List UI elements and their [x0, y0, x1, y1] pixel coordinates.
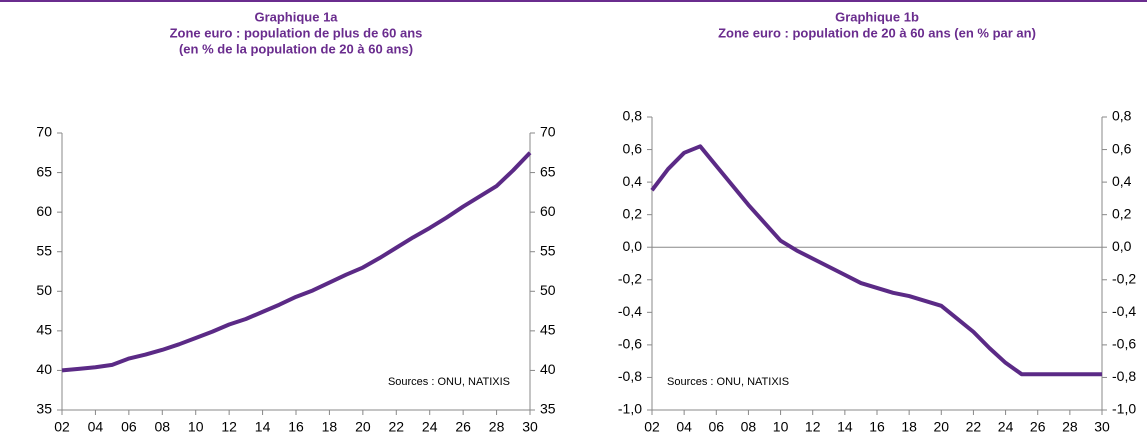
- x-tick-label: 20: [355, 419, 371, 435]
- x-tick-label: 10: [188, 419, 204, 435]
- y2-tick-label: 35: [540, 401, 556, 417]
- x-tick-label: 16: [869, 419, 885, 435]
- y2-tick-label: -0,2: [1112, 270, 1136, 286]
- x-tick-label: 24: [422, 419, 438, 435]
- chart-subtitle: Zone euro : population de 20 à 60 ans (e…: [718, 25, 1036, 40]
- y2-tick-label: 40: [540, 361, 556, 377]
- y-tick-label: 40: [36, 361, 52, 377]
- y2-tick-label: 55: [540, 242, 556, 258]
- x-tick-label: 30: [1094, 419, 1110, 435]
- y-tick-label: -1,0: [618, 401, 642, 417]
- chart-title: Graphique 1b: [835, 9, 919, 24]
- y-tick-label: 0,4: [623, 173, 643, 189]
- y2-tick-label: -1,0: [1112, 401, 1136, 417]
- y2-tick-label: -0,4: [1112, 303, 1136, 319]
- y2-tick-label: 0,4: [1112, 173, 1132, 189]
- y2-tick-label: 0,6: [1112, 140, 1132, 156]
- y-tick-label: 0,8: [623, 108, 643, 124]
- y-tick-label: 55: [36, 242, 52, 258]
- y2-tick-label: 0,8: [1112, 108, 1132, 124]
- y-tick-label: -0,8: [618, 368, 642, 384]
- y-tick-label: 65: [36, 163, 52, 179]
- x-tick-label: 14: [255, 419, 271, 435]
- x-tick-label: 18: [322, 419, 338, 435]
- y-tick-label: -0,2: [618, 270, 642, 286]
- x-tick-label: 02: [54, 419, 70, 435]
- y2-tick-label: 60: [540, 203, 556, 219]
- y2-tick-label: 70: [540, 124, 556, 140]
- x-tick-label: 02: [644, 419, 660, 435]
- y2-tick-label: -0,6: [1112, 336, 1136, 352]
- y-tick-label: -0,6: [618, 336, 642, 352]
- data-line: [650, 144, 1102, 377]
- y-tick-label: 0,2: [623, 205, 643, 221]
- x-tick-label: 28: [489, 419, 505, 435]
- x-tick-label: 08: [741, 419, 757, 435]
- y2-tick-label: 65: [540, 163, 556, 179]
- y-tick-label: 70: [36, 124, 52, 140]
- x-tick-label: 18: [901, 419, 917, 435]
- x-tick-label: 26: [455, 419, 471, 435]
- x-tick-label: 04: [676, 419, 692, 435]
- x-tick-label: 22: [966, 419, 982, 435]
- y2-tick-label: 50: [540, 282, 556, 298]
- y-tick-label: -0,4: [618, 303, 642, 319]
- x-tick-label: 10: [773, 419, 789, 435]
- x-tick-label: 28: [1062, 419, 1078, 435]
- source-note: Sources : ONU, NATIXIS: [667, 376, 789, 388]
- x-tick-label: 26: [1030, 419, 1046, 435]
- x-tick-label: 16: [288, 419, 304, 435]
- y-tick-label: 45: [36, 322, 52, 338]
- x-tick-label: 06: [121, 419, 137, 435]
- x-tick-label: 04: [88, 419, 104, 435]
- source-note: Sources : ONU, NATIXIS: [388, 376, 510, 388]
- x-tick-label: 14: [837, 419, 853, 435]
- x-tick-label: 22: [388, 419, 404, 435]
- y-tick-label: 60: [36, 203, 52, 219]
- x-tick-label: 20: [933, 419, 949, 435]
- y-tick-label: 0,6: [623, 140, 643, 156]
- x-tick-label: 06: [708, 419, 724, 435]
- chart-title: Graphique 1a: [254, 9, 338, 24]
- chart-subtitle: Zone euro : population de plus de 60 ans: [170, 25, 423, 40]
- y-tick-label: 35: [36, 401, 52, 417]
- x-tick-label: 24: [998, 419, 1014, 435]
- x-tick-label: 12: [221, 419, 237, 435]
- y2-tick-label: 0,2: [1112, 205, 1132, 221]
- y2-tick-label: -0,8: [1112, 368, 1136, 384]
- y-tick-label: 50: [36, 282, 52, 298]
- x-tick-label: 30: [522, 419, 538, 435]
- y2-tick-label: 45: [540, 322, 556, 338]
- data-line: [61, 151, 532, 373]
- x-tick-label: 08: [154, 419, 170, 435]
- y2-tick-label: 0,0: [1112, 238, 1132, 254]
- y-tick-label: 0,0: [623, 238, 643, 254]
- x-tick-label: 12: [805, 419, 821, 435]
- chart-subtitle: (en % de la population de 20 à 60 ans): [179, 41, 413, 56]
